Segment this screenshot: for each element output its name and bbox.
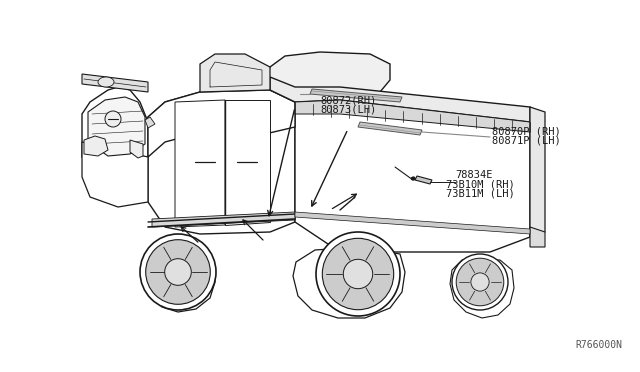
Polygon shape <box>295 212 530 234</box>
Polygon shape <box>415 176 432 184</box>
Polygon shape <box>175 100 225 227</box>
Ellipse shape <box>98 77 114 87</box>
Text: 80873(LH): 80873(LH) <box>320 104 376 114</box>
Ellipse shape <box>452 254 508 310</box>
Polygon shape <box>225 100 270 225</box>
Polygon shape <box>145 254 215 312</box>
Ellipse shape <box>471 273 489 291</box>
Polygon shape <box>295 100 530 132</box>
Polygon shape <box>200 54 270 92</box>
Ellipse shape <box>316 232 400 316</box>
Polygon shape <box>530 227 545 247</box>
Ellipse shape <box>164 259 191 285</box>
Polygon shape <box>358 122 422 135</box>
Text: R766000N: R766000N <box>575 340 622 350</box>
Polygon shape <box>310 89 402 102</box>
Text: 80870P (RH): 80870P (RH) <box>492 126 561 136</box>
Polygon shape <box>295 100 530 252</box>
Circle shape <box>105 111 121 127</box>
Polygon shape <box>130 140 143 158</box>
Text: 80872(RH): 80872(RH) <box>320 95 376 105</box>
Text: 73B10M (RH): 73B10M (RH) <box>446 179 515 189</box>
Ellipse shape <box>146 240 211 304</box>
Polygon shape <box>148 90 295 234</box>
Text: 73B11M (LH): 73B11M (LH) <box>446 188 515 198</box>
Ellipse shape <box>456 258 504 306</box>
Ellipse shape <box>323 238 394 310</box>
Text: 80871P (LH): 80871P (LH) <box>492 135 561 145</box>
Polygon shape <box>265 52 390 104</box>
Text: 78834E: 78834E <box>455 170 493 180</box>
Polygon shape <box>450 260 514 318</box>
Polygon shape <box>293 247 405 318</box>
Ellipse shape <box>140 234 216 310</box>
Polygon shape <box>82 142 148 207</box>
Polygon shape <box>88 97 145 156</box>
Ellipse shape <box>343 259 372 289</box>
Polygon shape <box>82 87 148 177</box>
Polygon shape <box>270 77 530 122</box>
Polygon shape <box>530 107 545 237</box>
Polygon shape <box>82 74 148 92</box>
Polygon shape <box>152 212 295 227</box>
Polygon shape <box>148 90 295 157</box>
Polygon shape <box>145 117 155 128</box>
Polygon shape <box>84 136 108 156</box>
